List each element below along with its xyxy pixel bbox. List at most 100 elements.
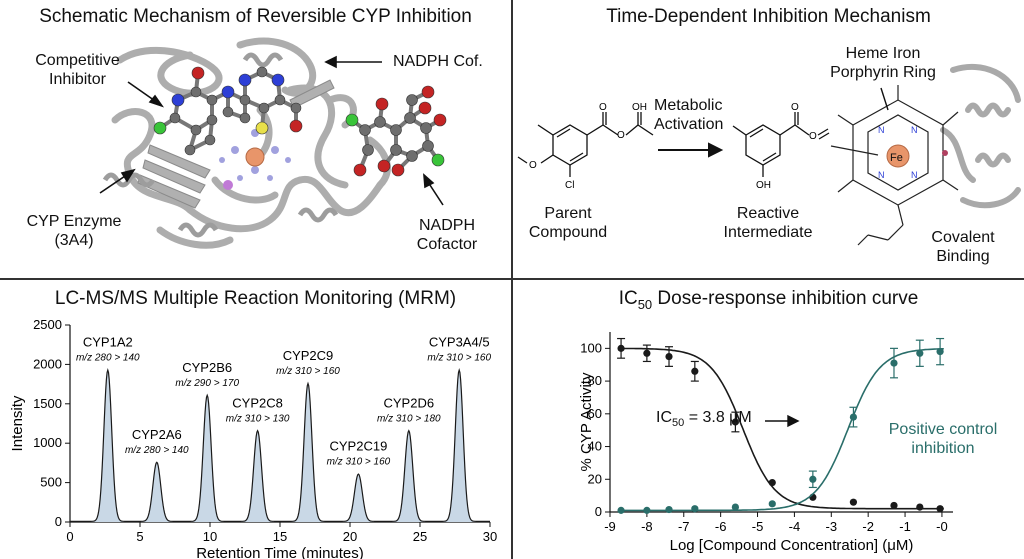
x-tick-label: -8 bbox=[641, 519, 653, 534]
x-axis-label: Retention Time (minutes) bbox=[196, 545, 364, 559]
peak-name: CYP2A6 bbox=[132, 427, 182, 442]
panel-title: Time-Dependent Inhibition Mechanism bbox=[606, 6, 931, 27]
atom bbox=[256, 66, 268, 78]
label-cyp-enzyme: CYP Enzyme (3A4) bbox=[26, 213, 122, 249]
atom bbox=[190, 86, 202, 98]
atom bbox=[290, 102, 302, 114]
atom bbox=[404, 112, 416, 124]
heme-arrow bbox=[880, 87, 889, 111]
peak-label: CYP2C8 m/z 310 > 130 bbox=[226, 395, 290, 424]
peak-label: CYP2B6 m/z 290 > 170 bbox=[175, 360, 239, 389]
y-tick-label: 60 bbox=[588, 406, 602, 421]
parent-o3-label: O bbox=[529, 160, 537, 171]
peak-label: CYP2A6 m/z 280 > 140 bbox=[125, 427, 189, 456]
atom bbox=[190, 124, 202, 136]
x-tick-label: 15 bbox=[273, 529, 287, 544]
atom bbox=[238, 73, 252, 87]
y-tick-label: 80 bbox=[588, 373, 602, 388]
svg-text:N: N bbox=[878, 125, 885, 135]
atom bbox=[222, 106, 234, 118]
horizontal-divider bbox=[0, 278, 1024, 280]
trace-line bbox=[70, 367, 490, 522]
peak-transition: m/z 310 > 130 bbox=[226, 413, 290, 424]
atom bbox=[377, 159, 391, 173]
data-point bbox=[643, 349, 651, 357]
x-tick-label: -2 bbox=[862, 519, 874, 534]
peak-transition: m/z 310 > 160 bbox=[327, 457, 391, 468]
atom bbox=[431, 153, 445, 167]
peak-transition: m/z 280 > 140 bbox=[76, 353, 140, 364]
atom bbox=[255, 121, 269, 135]
data-point bbox=[665, 352, 673, 361]
peak-label: CYP3A4/5 m/z 310 > 160 bbox=[427, 335, 491, 364]
panel-mrm-chromatogram: LC-MS/MS Multiple Reaction Monitoring (M… bbox=[0, 280, 511, 559]
reactive-o-label: O bbox=[791, 102, 799, 113]
label-parent-compound: Parent Compound bbox=[528, 205, 608, 241]
panel-reversible-inhibition: Schematic Mechanism of Reversible CYP In… bbox=[0, 0, 511, 278]
data-point bbox=[643, 506, 651, 514]
peak-name: CYP2B6 bbox=[182, 360, 232, 375]
protein-structure-illustration bbox=[99, 37, 447, 249]
atom bbox=[239, 94, 251, 106]
data-point bbox=[617, 344, 625, 352]
peak-name: CYP2C19 bbox=[329, 439, 387, 454]
y-tick-label: 500 bbox=[40, 475, 62, 490]
data-point bbox=[691, 505, 699, 513]
atom bbox=[406, 94, 418, 106]
y-axis-label: Intensity bbox=[9, 395, 26, 451]
series-test-compound bbox=[617, 337, 944, 513]
fit-curve bbox=[621, 347, 944, 510]
atom bbox=[374, 116, 386, 128]
data-point bbox=[665, 505, 673, 514]
panel-ic50-curve: IC50 Dose-response inhibition curve -9 -8… bbox=[513, 280, 1024, 559]
parent-cl-label: Cl bbox=[565, 180, 574, 191]
x-tick-label: 10 bbox=[203, 529, 217, 544]
parent-o-label: O bbox=[599, 102, 607, 113]
porphyrin-ring bbox=[830, 85, 959, 246]
mrm-chart: 0 5 10 15 20 25 30 0 500 1000 1500 2000 2500 Retentio… bbox=[9, 317, 497, 559]
y-tick-label: 0 bbox=[595, 504, 602, 519]
fe-label: Fe bbox=[890, 152, 903, 164]
x-tick-label: -7 bbox=[678, 519, 690, 534]
atom bbox=[191, 66, 205, 80]
atom bbox=[390, 144, 402, 156]
atom bbox=[274, 94, 286, 106]
peak-label: CYP2C9 m/z 310 > 160 bbox=[276, 348, 340, 377]
ic50-arrow bbox=[765, 414, 800, 428]
y-tick-label: 1500 bbox=[33, 396, 62, 411]
svg-text:N: N bbox=[878, 170, 885, 180]
data-point bbox=[849, 498, 858, 506]
peak-name: CYP2C8 bbox=[232, 395, 283, 410]
y-tick-label: 100 bbox=[580, 340, 602, 355]
peak-label: CYP2C19 m/z 310 > 160 bbox=[327, 439, 391, 468]
beta-sheet bbox=[137, 79, 335, 209]
atom bbox=[391, 163, 405, 177]
atom bbox=[206, 114, 218, 126]
atom bbox=[289, 119, 303, 133]
atom bbox=[345, 113, 359, 127]
label-heme-iron: Heme Iron Porphyrin Ring bbox=[830, 45, 936, 81]
atom bbox=[184, 144, 196, 156]
atom bbox=[258, 102, 270, 114]
data-point bbox=[691, 367, 699, 375]
y-tick-label: 0 bbox=[55, 514, 62, 529]
series-positive-control bbox=[617, 337, 945, 514]
label-nadph-cofactor: NADPH Cofactor bbox=[416, 217, 478, 253]
data-point bbox=[731, 503, 739, 511]
reactive-oh-label: OH bbox=[756, 180, 771, 191]
data-point bbox=[768, 500, 776, 508]
atom bbox=[206, 94, 218, 106]
inhibitor-molecule bbox=[153, 66, 303, 156]
mechanism-illustration: O O OH O Cl O O OH bbox=[517, 63, 1021, 246]
peak-transition: m/z 280 > 140 bbox=[125, 445, 189, 456]
x-tick-label: -0 bbox=[936, 519, 948, 534]
label-competitive-inhibitor: Competitive Inhibitor bbox=[35, 52, 120, 88]
data-point bbox=[768, 478, 776, 487]
peak-name: CYP1A2 bbox=[83, 335, 133, 350]
atom bbox=[169, 112, 181, 124]
peak-transition: m/z 310 > 160 bbox=[427, 353, 491, 364]
protein-ribbon-right bbox=[940, 63, 1021, 209]
data-point bbox=[731, 418, 739, 426]
atom bbox=[422, 140, 434, 152]
heme-group bbox=[219, 129, 291, 190]
